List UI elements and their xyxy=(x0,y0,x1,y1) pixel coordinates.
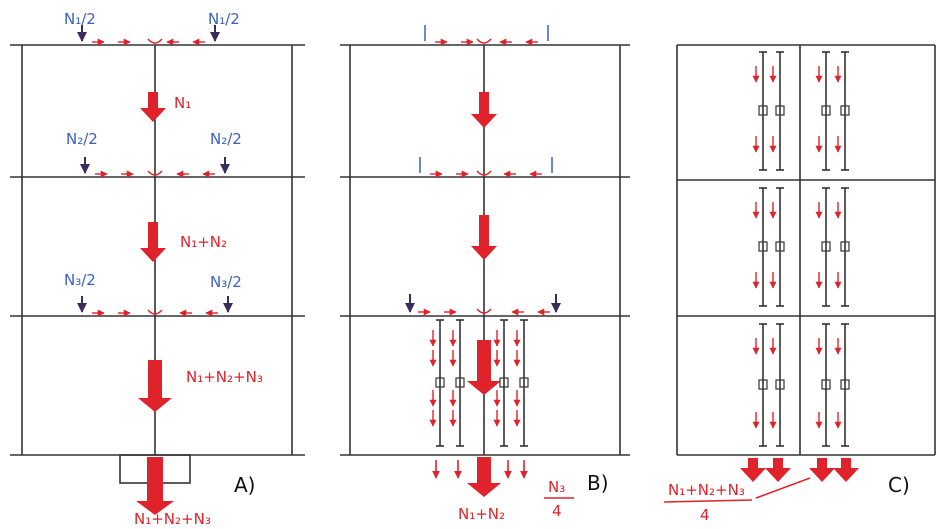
force-arrow xyxy=(809,458,835,482)
fraction-denominator: 4 xyxy=(552,502,562,520)
connector xyxy=(775,379,785,390)
beam-joint xyxy=(147,309,163,315)
connector xyxy=(821,379,831,390)
force-label: N₁+N₂ xyxy=(180,233,227,251)
force-arrow xyxy=(833,458,859,482)
force-arrow xyxy=(467,457,501,497)
panel-label: C) xyxy=(888,473,910,497)
beam-joint xyxy=(476,308,492,314)
load-label: N₃/2 xyxy=(210,273,242,291)
force-label: N₁ xyxy=(174,94,191,112)
connector xyxy=(499,377,509,388)
load-label: N₂/2 xyxy=(210,130,242,148)
load-label: N₃/2 xyxy=(64,271,96,289)
load-label: N₂/2 xyxy=(66,130,98,148)
force-arrow xyxy=(471,92,497,128)
panel-label: A) xyxy=(234,473,255,497)
force-arrow xyxy=(138,360,172,412)
pointer xyxy=(755,477,811,499)
fraction-numerator: N₃ xyxy=(548,478,565,496)
connector xyxy=(775,241,785,252)
connector xyxy=(821,105,831,116)
beam-joint xyxy=(476,38,492,44)
fraction-numerator: N₁+N₂+N₃ xyxy=(668,481,745,499)
force-arrow xyxy=(740,458,766,482)
force-arrow xyxy=(467,340,501,395)
connector xyxy=(758,241,768,252)
load-label: N₁/2 xyxy=(208,10,240,28)
beam-joint xyxy=(147,170,163,176)
force-arrow xyxy=(765,458,791,482)
force-label: N₁+N₂+N₃ xyxy=(186,368,263,386)
connector xyxy=(455,377,465,388)
load-label: N₁/2 xyxy=(64,10,96,28)
connector xyxy=(519,377,529,388)
beam-joint xyxy=(147,38,163,44)
connector xyxy=(758,105,768,116)
force-arrow xyxy=(136,457,174,515)
connector xyxy=(840,105,850,116)
drawing xyxy=(10,25,936,515)
connector xyxy=(821,241,831,252)
force-arrow xyxy=(140,222,166,262)
connector xyxy=(435,377,445,388)
base-label: N₁+N₂ xyxy=(458,505,505,523)
connector xyxy=(840,241,850,252)
fraction-denominator: 4 xyxy=(700,506,710,524)
connector xyxy=(840,379,850,390)
force-arrow xyxy=(471,215,497,260)
connector xyxy=(775,105,785,116)
base-label: N₁+N₂+N₃ xyxy=(134,510,211,528)
connector xyxy=(758,379,768,390)
fraction-bar xyxy=(663,499,753,503)
panel-label: B) xyxy=(587,471,609,495)
force-arrow xyxy=(140,92,166,122)
beam-joint xyxy=(476,170,492,176)
